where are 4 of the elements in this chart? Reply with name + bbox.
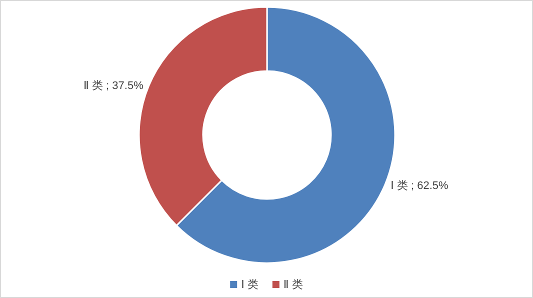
- legend-label: Ⅱ 类: [283, 278, 303, 291]
- legend-label: Ⅰ 类: [241, 278, 258, 291]
- data-label: Ⅰ 类 ; 62.5%: [390, 178, 448, 192]
- data-label: Ⅱ 类 ; 37.5%: [84, 79, 144, 92]
